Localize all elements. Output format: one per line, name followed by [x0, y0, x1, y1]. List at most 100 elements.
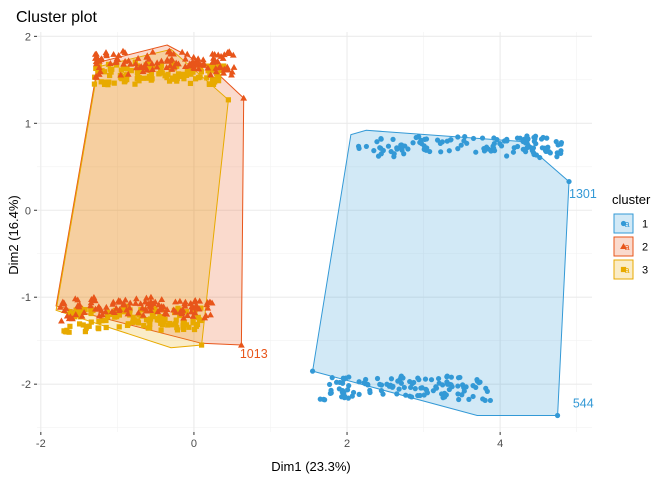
cluster-1-point — [510, 149, 517, 155]
cluster-2-point — [74, 302, 82, 309]
cluster-2-point — [166, 62, 174, 68]
y-tick-label: 2 — [25, 31, 31, 43]
cluster-3-point — [195, 314, 201, 320]
cluster-3-point — [131, 317, 137, 323]
cluster-hulls — [55, 44, 570, 416]
cluster-3-point — [147, 325, 153, 331]
cluster-2-point — [158, 296, 166, 303]
cluster-2-point — [201, 314, 209, 321]
cluster-1-point — [410, 140, 416, 146]
cluster-1-point — [504, 153, 510, 159]
cluster-3-point — [91, 81, 98, 87]
cluster-3-point — [198, 69, 204, 75]
cluster-1-point — [470, 393, 476, 400]
cluster-2-point — [204, 64, 212, 71]
cluster-1-point — [401, 384, 407, 391]
cluster-1-point — [457, 374, 463, 381]
cluster-1-point — [378, 136, 384, 142]
cluster-1-point — [415, 392, 421, 399]
grid — [37, 32, 592, 432]
cluster-2-point — [214, 51, 222, 58]
cluster-2-point — [207, 71, 215, 78]
cluster-3-point — [194, 321, 201, 328]
cluster-3-point — [205, 68, 211, 74]
cluster-3-point — [180, 323, 186, 329]
cluster-1-point — [530, 149, 536, 156]
cluster-1-points — [309, 133, 572, 419]
cluster-2-point — [96, 68, 104, 75]
cluster-2-point — [192, 301, 200, 308]
cluster-1-point — [390, 136, 396, 142]
cluster-2-point — [229, 51, 237, 58]
cluster-1-point — [473, 149, 479, 155]
cluster-3-point — [118, 75, 124, 81]
cluster-2-point — [60, 299, 68, 306]
cluster-3-point — [198, 317, 204, 324]
cluster-2-point — [178, 48, 186, 55]
legend-key-1: a — [613, 213, 634, 234]
cluster-1-point — [444, 379, 450, 385]
cluster-2-point — [210, 54, 217, 61]
cluster-2-point — [212, 68, 220, 75]
cluster-3-point — [158, 66, 164, 72]
cluster-3-point — [150, 314, 156, 320]
cluster-3-point — [156, 71, 162, 77]
cluster-2-point — [110, 50, 117, 57]
cluster-3-point — [132, 81, 138, 87]
cluster-2-point — [153, 59, 161, 66]
cluster-1-point — [533, 141, 539, 147]
cluster-3-point — [96, 318, 102, 325]
cluster-1-point — [422, 376, 429, 382]
legend-label: 2 — [642, 242, 648, 254]
cluster-1-point — [317, 396, 323, 402]
cluster-1-point — [444, 374, 450, 380]
cluster-2-point — [189, 313, 197, 319]
y-tick-label: -1 — [21, 292, 31, 304]
cluster-2-point — [182, 298, 189, 305]
cluster-3-point — [169, 61, 175, 67]
cluster-3-point — [159, 322, 166, 328]
cluster-2-point — [164, 48, 172, 55]
cluster-1-point — [466, 396, 472, 402]
cluster-3-point — [105, 314, 111, 320]
cluster-2-point — [58, 317, 65, 324]
cluster-1-point — [380, 147, 386, 154]
cluster-3-point — [208, 67, 215, 73]
cluster-3-point — [107, 66, 113, 72]
cluster-3-point — [108, 69, 114, 75]
cluster-1-point — [455, 383, 461, 389]
cluster-3-point — [190, 320, 196, 326]
cluster-1-point — [459, 392, 465, 398]
cluster-1-point — [435, 375, 442, 382]
x-tick-label: 0 — [191, 438, 197, 450]
cluster-2-point — [124, 310, 132, 317]
cluster-2-point — [121, 57, 129, 64]
cluster-2-point — [113, 55, 121, 62]
cluster-3-point — [186, 68, 192, 74]
legend-label: 3 — [642, 265, 648, 277]
cluster-2-point — [163, 64, 171, 71]
cluster-3-point — [157, 314, 163, 320]
cluster-3-point — [93, 65, 99, 72]
legend-key-3: a — [613, 259, 634, 280]
cluster-1-point — [413, 134, 419, 141]
cluster-1-point — [491, 145, 497, 151]
cluster-2-point — [180, 314, 188, 321]
cluster-2-point — [135, 309, 142, 316]
legend-marker — [620, 243, 627, 250]
cluster-1-point — [394, 391, 400, 397]
cluster-2-point — [121, 49, 129, 56]
cluster-2-point — [92, 73, 100, 80]
cluster-1-point — [470, 383, 476, 389]
cluster-2-point — [209, 59, 216, 65]
cluster-1-point — [322, 397, 328, 403]
cluster-3-point — [159, 70, 165, 76]
cluster-2-point — [98, 311, 106, 318]
cluster-3-point — [191, 326, 198, 333]
cluster-1-point — [543, 148, 549, 155]
legend-glyph: a — [624, 242, 629, 252]
cluster-1-point — [504, 138, 510, 144]
cluster-2-point — [122, 296, 129, 303]
cluster-3-point — [162, 317, 168, 323]
cluster-1-point — [346, 374, 352, 380]
